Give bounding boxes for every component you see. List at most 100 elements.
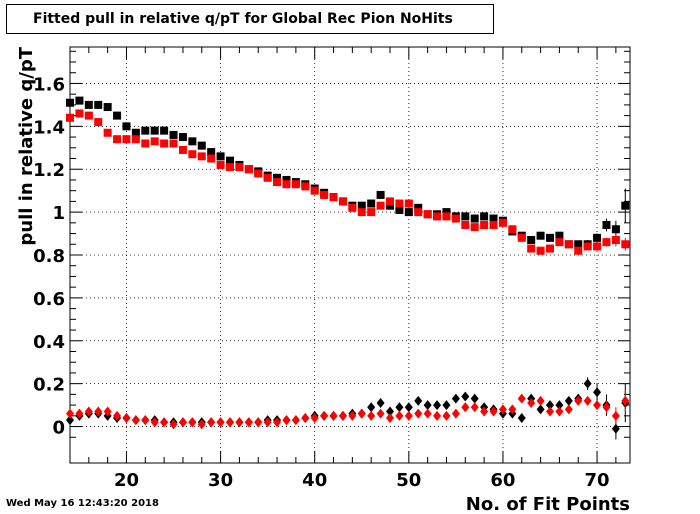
data-point-square — [150, 126, 159, 135]
data-point-square — [226, 156, 234, 165]
data-point-square — [244, 165, 253, 174]
data-point-square — [480, 212, 489, 221]
data-point-square — [348, 203, 357, 212]
data-point-square — [480, 220, 489, 229]
data-point-diamond — [470, 402, 479, 413]
y-tick-label: 0 — [52, 418, 65, 439]
data-point-square — [103, 128, 112, 137]
data-point-diamond — [489, 406, 498, 417]
data-point-square — [113, 111, 122, 120]
data-point-square — [395, 205, 404, 214]
data-point-diamond — [546, 406, 554, 417]
data-point-diamond — [113, 410, 122, 421]
data-point-diamond — [329, 410, 338, 421]
data-point-diamond — [150, 417, 159, 428]
data-point-square — [461, 220, 470, 229]
data-point-square — [564, 240, 573, 249]
data-point-diamond — [555, 406, 564, 417]
data-point-diamond — [498, 404, 507, 415]
data-point-square — [84, 111, 93, 120]
data-point-diamond — [423, 408, 432, 419]
data-point-diamond — [508, 404, 517, 415]
data-point-diamond — [574, 395, 583, 406]
data-point-diamond — [386, 412, 394, 423]
data-point-square — [94, 100, 103, 109]
data-point-diamond — [376, 408, 385, 419]
data-point-diamond — [131, 415, 140, 426]
data-point-diamond — [433, 410, 442, 421]
data-point-square — [442, 212, 451, 221]
data-point-square — [489, 214, 498, 223]
data-point-diamond — [160, 417, 169, 428]
data-point-square — [611, 235, 620, 244]
data-point-square — [527, 235, 536, 244]
data-point-diamond — [517, 393, 526, 404]
timestamp: Wed May 16 12:43:20 2018 — [6, 498, 159, 509]
data-point-diamond — [423, 400, 432, 411]
y-tick-label: 1.4 — [33, 117, 65, 138]
data-point-diamond — [433, 400, 442, 411]
data-point-square — [66, 98, 74, 107]
data-point-square — [226, 163, 234, 172]
data-point-diamond — [593, 387, 602, 398]
data-point-square — [141, 139, 150, 148]
data-point-square — [621, 201, 630, 210]
data-point-square — [169, 130, 178, 139]
data-point-square — [470, 214, 479, 223]
data-point-square — [357, 208, 366, 217]
data-point-square — [94, 118, 103, 127]
data-point-diamond — [84, 406, 93, 417]
data-point-diamond — [470, 393, 479, 404]
data-point-diamond — [593, 400, 602, 411]
data-point-diamond — [320, 410, 329, 421]
data-point-diamond — [395, 402, 404, 413]
data-point-square — [160, 139, 169, 148]
data-point-diamond — [461, 391, 470, 402]
data-point-diamond — [527, 397, 536, 408]
data-point-square — [75, 96, 84, 105]
data-point-diamond — [564, 404, 573, 415]
data-point-diamond — [169, 419, 178, 430]
data-point-diamond — [442, 400, 451, 411]
data-point-square — [282, 180, 291, 189]
data-point-square — [338, 197, 347, 206]
data-point-diamond — [451, 393, 460, 404]
data-point-diamond — [386, 406, 394, 417]
data-point-square — [66, 113, 74, 122]
data-point-square — [367, 208, 376, 217]
data-point-square — [357, 201, 366, 210]
data-point-square — [103, 103, 112, 112]
data-point-square — [113, 135, 122, 144]
data-point-diamond — [348, 410, 357, 421]
data-point-diamond — [461, 402, 470, 413]
data-point-diamond — [536, 395, 545, 406]
data-point-diamond — [621, 395, 630, 406]
data-point-diamond — [94, 406, 103, 417]
data-point-square — [84, 100, 93, 109]
data-point-diamond — [611, 410, 620, 421]
data-point-diamond — [583, 395, 592, 406]
data-point-diamond — [536, 404, 545, 415]
data-point-square — [593, 242, 602, 251]
data-point-diamond — [122, 412, 131, 423]
data-point-diamond — [357, 408, 366, 419]
data-point-square — [498, 218, 507, 227]
data-point-square — [376, 201, 385, 210]
data-point-diamond — [178, 417, 187, 428]
plot-frame — [69, 46, 631, 464]
data-point-square — [131, 135, 140, 144]
data-point-square — [254, 169, 263, 178]
y-tick-label: 1.6 — [33, 74, 65, 95]
data-point-square — [150, 137, 159, 146]
data-point-square — [376, 190, 385, 199]
y-tick-label: 0.6 — [33, 289, 65, 310]
data-point-square — [611, 225, 620, 234]
data-point-diamond — [414, 408, 423, 419]
data-point-diamond — [404, 410, 413, 421]
chart-title-box: Fitted pull in relative q/pT for Global … — [6, 4, 494, 34]
data-point-square — [621, 240, 630, 249]
data-point-square — [508, 225, 517, 234]
data-point-diamond — [376, 397, 385, 408]
data-point-diamond — [254, 417, 263, 428]
